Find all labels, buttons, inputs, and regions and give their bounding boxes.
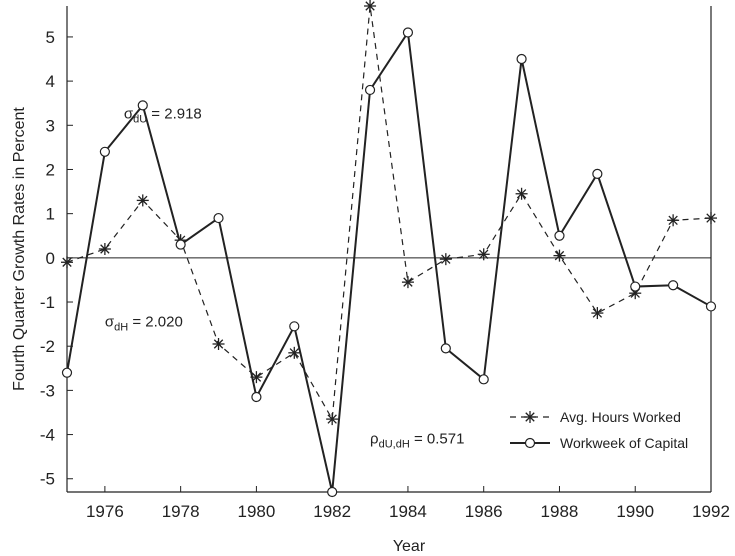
asterisk-stroke	[706, 213, 716, 223]
y-tick-label: 3	[46, 116, 55, 135]
x-axis-title: Year	[393, 538, 426, 555]
x-tick-label: 1982	[313, 502, 351, 521]
asterisk-stroke	[441, 254, 451, 264]
y-tick-label: 4	[46, 72, 55, 91]
x-tick-label: 1992	[692, 502, 730, 521]
asterisk-stroke	[516, 189, 527, 199]
data-point	[212, 337, 225, 350]
data-point	[477, 248, 490, 261]
series-workweek-of-capital	[61, 27, 717, 498]
y-tick-label: 2	[46, 160, 55, 179]
data-point	[327, 486, 338, 498]
data-point	[213, 212, 224, 224]
asterisk-stroke	[138, 195, 148, 206]
asterisk-stroke	[592, 308, 603, 318]
data-point	[98, 243, 111, 255]
data-point	[402, 27, 414, 38]
x-tick-label: 1984	[389, 502, 427, 521]
data-point	[401, 276, 414, 289]
data-point	[515, 187, 528, 200]
y-tick-label: 1	[46, 205, 55, 224]
data-point	[516, 53, 527, 65]
asterisk-stroke	[62, 257, 72, 267]
legend-marker	[524, 437, 536, 449]
data-point	[61, 256, 73, 269]
data-point	[439, 253, 452, 266]
x-tick-label: 1988	[541, 502, 579, 521]
annotation-2: σdH = 2.020	[105, 313, 183, 333]
data-point	[705, 212, 717, 225]
annotation-1: σdU = 2.918	[124, 106, 202, 126]
data-point	[667, 214, 680, 227]
x-tick-label: 1990	[616, 502, 654, 521]
data-point	[440, 343, 451, 354]
y-tick-label: -4	[40, 426, 55, 445]
y-tick-label: -5	[40, 470, 55, 489]
asterisk-stroke	[668, 215, 678, 225]
x-tick-label: 1976	[86, 502, 124, 521]
y-tick-label: -2	[40, 337, 55, 356]
series-line	[66, 5, 712, 422]
data-point	[326, 413, 339, 426]
data-point	[630, 281, 641, 292]
data-point	[668, 280, 679, 291]
x-tick-label: 1978	[162, 502, 200, 521]
asterisk-stroke	[365, 1, 375, 11]
data-point	[289, 321, 300, 332]
x-tick-label: 1986	[465, 502, 503, 521]
series-avg-hours-worked	[61, 0, 717, 426]
y-axis: 5 4 3 2 1 0 -1 -2 -3 -4 -5	[40, 28, 73, 489]
x-tick-label: 1980	[237, 502, 275, 521]
data-point	[288, 346, 301, 359]
y-tick-label: 0	[46, 249, 55, 268]
y-tick-label: 5	[46, 28, 55, 47]
data-point	[553, 249, 566, 262]
legend-label: Workweek of Capital	[560, 435, 688, 451]
data-point	[592, 168, 603, 179]
y-tick-label: -3	[40, 381, 55, 400]
legend-marker	[524, 411, 536, 423]
asterisk-stroke	[525, 412, 535, 422]
x-axis: 1976 1978 1980 1982 1984 1986 1988 1990 1992	[86, 486, 730, 521]
data-point	[136, 194, 149, 207]
data-point	[705, 301, 717, 312]
data-point	[591, 307, 604, 320]
data-point	[554, 230, 565, 241]
asterisk-stroke	[213, 339, 224, 349]
series-line	[66, 29, 712, 493]
asterisk-stroke	[403, 277, 413, 287]
data-point	[364, 0, 377, 12]
data-point	[61, 367, 73, 378]
y-tick-label: -1	[40, 293, 55, 312]
asterisk-stroke	[289, 348, 299, 358]
asterisk-stroke	[554, 250, 565, 261]
data-point	[364, 84, 376, 96]
asterisk-stroke	[327, 414, 337, 424]
legend-label: Avg. Hours Worked	[560, 409, 681, 425]
data-point	[175, 239, 186, 250]
annotations: σdU = 2.918 σdH = 2.020 ρdU,dH = 0.571	[105, 106, 465, 451]
annotation-3: ρdU,dH = 0.571	[370, 430, 464, 450]
series-layer	[61, 0, 717, 498]
y-axis-title: Fourth Quarter Growth Rates in Percent	[11, 107, 28, 391]
plot-frame	[66, 6, 712, 493]
legend: Avg. Hours Worked Workweek of Capital	[510, 409, 688, 451]
data-point	[99, 146, 110, 157]
data-point	[137, 100, 148, 111]
data-point	[251, 391, 262, 403]
asterisk-stroke	[100, 244, 110, 254]
data-point	[478, 374, 489, 385]
asterisk-stroke	[479, 249, 489, 260]
